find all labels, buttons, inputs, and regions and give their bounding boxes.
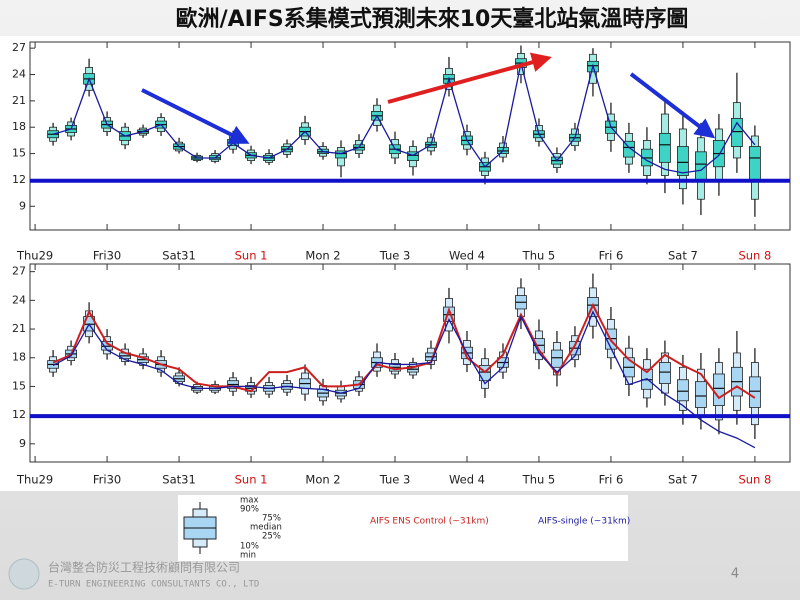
y-tick-label: 15 [12,147,26,160]
x-tick-label: Wed 4 [449,249,485,263]
legend-box-label: 10% [240,542,259,552]
legend-box-label: 75% [262,514,281,524]
series-line [52,310,756,449]
x-tick-label: Mon 2 [305,473,340,487]
page-number: 4 [731,567,739,582]
trend-arrow [141,88,250,144]
y-tick-label: 9 [19,437,26,450]
box-25-75 [407,151,419,161]
x-tick-label: Tue 3 [379,249,411,263]
x-tick-label: Thu 5 [522,249,556,263]
box-25-75 [677,379,689,402]
legend-label: AIFS-single (~31km) [538,517,630,527]
box-25-75 [335,150,347,159]
series-line [52,302,756,400]
y-tick-label: 12 [12,408,26,421]
legend-box-label: 90% [240,505,259,515]
legend-box-label: max [240,496,259,506]
box-25-75 [659,132,671,163]
x-tick-label: Sun 8 [738,249,771,263]
x-tick-label: Thu29 [16,473,53,487]
y-tick-label: 9 [19,199,26,212]
x-tick-label: Sun 1 [235,473,268,487]
y-tick-label: 15 [12,379,26,392]
company-name: 台灣整合防災工程技術顧問有限公司 [48,560,240,575]
x-tick-label: Thu29 [16,249,53,263]
x-tick-label: Sat 7 [668,473,698,487]
y-tick-label: 18 [12,351,26,364]
y-tick-label: 27 [12,265,26,278]
logo [8,558,40,590]
legend-box-label: median [250,523,282,533]
box-25-75 [749,376,761,408]
trend-arrow [629,72,716,139]
plot-frame [29,263,791,463]
x-tick-label: Sun 1 [235,249,268,263]
box-25-75 [659,362,671,384]
series-line [52,62,756,174]
box-25-75 [551,349,563,368]
box-25-75 [623,140,635,158]
y-tick-label: 24 [12,68,26,81]
box-25-75 [713,373,725,406]
legend-label: AIFS ENS Control (~31km) [370,517,489,527]
x-tick-label: Sat31 [162,473,196,487]
legend-box-label: min [240,551,256,561]
y-tick-label: 27 [12,41,26,54]
x-tick-label: Mon 2 [305,249,340,263]
y-tick-label: 18 [12,120,26,133]
x-tick-label: Sat 7 [668,249,698,263]
legend-box-label: 25% [262,532,281,542]
x-tick-label: Tue 3 [379,473,411,487]
x-tick-label: Wed 4 [449,473,485,487]
x-tick-label: Fri 6 [599,249,624,263]
slide-title: 歐洲/AIFS系集模式預測未來10天臺北站氣溫時序圖 [176,6,689,32]
x-tick-label: Sat31 [162,249,196,263]
x-tick-label: Fri30 [93,473,121,487]
x-tick-label: Fri30 [93,249,121,263]
box-25-75 [677,146,689,176]
plot-frame [29,41,791,231]
box-25-75 [749,146,761,181]
trend-arrow [387,52,552,104]
annotation-arrows [141,52,716,144]
y-tick-label: 21 [12,322,26,335]
y-tick-label: 24 [12,293,26,306]
x-tick-label: Thu 5 [522,473,556,487]
company-name-en: E-TURN ENGINEERING CONSULTANTS CO., LTD [48,580,259,590]
box-25-75 [695,381,707,408]
x-tick-label: Sun 8 [738,473,771,487]
y-tick-label: 12 [12,173,26,186]
y-tick-label: 21 [12,94,26,107]
legend-box [178,495,628,561]
x-tick-label: Fri 6 [599,473,624,487]
